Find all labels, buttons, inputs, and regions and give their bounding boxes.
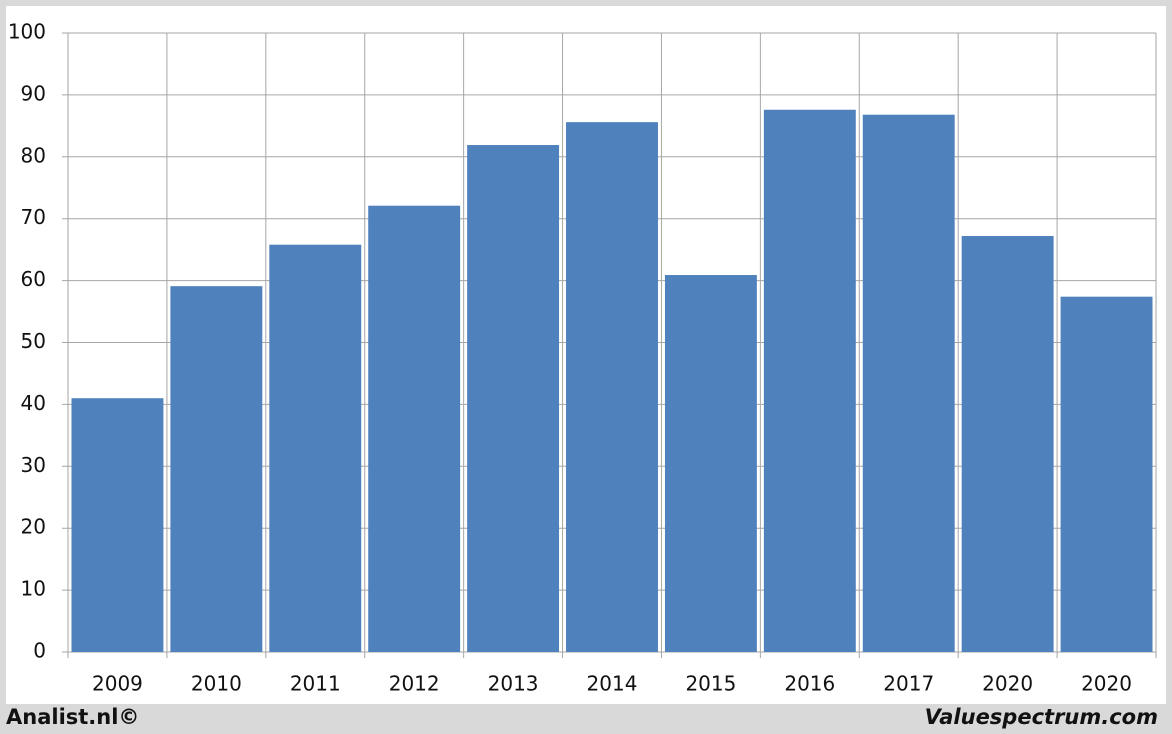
bar (467, 145, 560, 652)
y-tick-label: 30 (21, 453, 46, 477)
y-tick-label: 100 (8, 20, 46, 44)
y-tick-label: 20 (21, 515, 46, 539)
x-tick-label: 2009 (92, 672, 143, 696)
bar (664, 275, 757, 652)
y-tick-label: 50 (21, 329, 46, 353)
x-tick-label: 2020 (982, 672, 1033, 696)
bar (368, 205, 461, 653)
bar (862, 114, 955, 652)
bar (763, 109, 856, 653)
x-tick-label: 2010 (191, 672, 242, 696)
y-tick-label: 70 (21, 205, 46, 229)
x-tick-label: 2020 (1081, 672, 1132, 696)
bar (1060, 296, 1153, 652)
y-tick-label: 60 (21, 267, 46, 291)
x-tick-label: 2011 (290, 672, 341, 696)
x-tick-label: 2014 (587, 672, 638, 696)
x-tick-label: 2016 (784, 672, 835, 696)
footer-left: Analist.nl© (6, 705, 139, 729)
footer-right: Valuespectrum.com (925, 705, 1158, 729)
bar (566, 122, 658, 653)
bar (170, 286, 263, 652)
y-tick-label: 90 (21, 81, 46, 105)
x-tick-label: 2012 (389, 672, 440, 696)
bar (269, 244, 362, 652)
bar (961, 236, 1054, 653)
x-tick-label: 2013 (488, 672, 539, 696)
y-tick-label: 80 (21, 143, 46, 167)
y-tick-label: 40 (21, 391, 46, 415)
bar (71, 398, 164, 652)
x-tick-label: 2015 (685, 672, 736, 696)
y-tick-label: 0 (33, 639, 46, 663)
x-tick-label: 2017 (883, 672, 934, 696)
y-tick-label: 10 (21, 577, 46, 601)
